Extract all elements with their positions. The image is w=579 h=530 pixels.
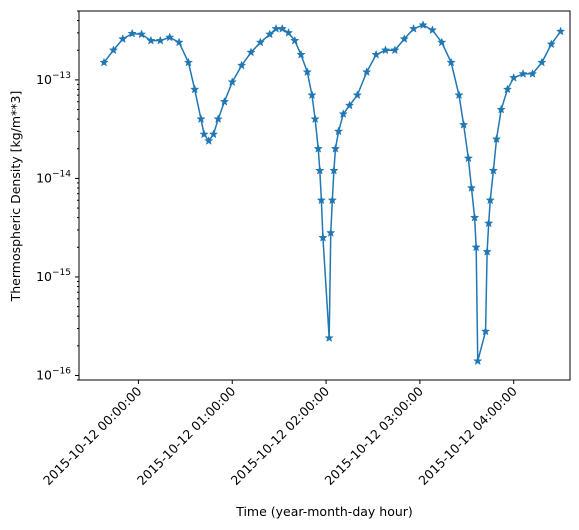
data-point-marker	[324, 333, 334, 342]
plot-frame	[78, 10, 571, 381]
data-point-marker	[236, 60, 247, 70]
data-point-marker	[484, 218, 494, 228]
data-point-marker	[265, 29, 275, 39]
data-point-marker	[408, 23, 419, 33]
data-point-marker	[99, 57, 109, 67]
data-point-marker	[371, 49, 381, 59]
data-point-marker	[246, 47, 256, 57]
data-point-marker	[190, 84, 200, 94]
x-tick-label: 2015-10-12 01:00:00	[134, 383, 239, 488]
data-point-marker	[418, 20, 428, 30]
x-axis-label: Time (year-month-day hour)	[235, 504, 413, 519]
data-point-marker	[352, 90, 363, 100]
data-point-marker	[327, 195, 337, 205]
data-point-marker	[344, 100, 355, 110]
data-point-marker	[509, 72, 519, 82]
data-point-marker	[316, 195, 327, 205]
data-point-marker	[480, 326, 491, 336]
data-point-marker	[446, 57, 456, 67]
series-line	[103, 24, 562, 362]
data-point-marker	[482, 246, 492, 256]
data-point-marker	[329, 165, 339, 175]
data-point-marker	[307, 90, 317, 100]
data-point-marker	[204, 136, 214, 145]
y-tick-label: 10−13	[36, 71, 71, 87]
data-point-marker	[330, 143, 341, 153]
data-point-marker	[174, 37, 184, 47]
y-tick-label: 10−15	[36, 268, 71, 284]
x-tick-label: 2015-10-12 00:00:00	[40, 383, 145, 488]
data-point-marker	[302, 67, 312, 77]
data-point-marker	[213, 114, 223, 124]
data-point-marker	[469, 212, 480, 222]
y-tick-label: 10−16	[36, 366, 71, 382]
x-tick-label: 2015-10-12 03:00:00	[322, 383, 427, 488]
data-point-marker	[199, 129, 209, 139]
data-point-marker	[196, 114, 206, 124]
data-point-marker	[277, 23, 287, 33]
data-point-marker	[255, 37, 266, 47]
data-point-marker	[310, 114, 320, 124]
data-point-marker	[537, 57, 547, 67]
data-point-marker	[296, 49, 306, 59]
data-point-marker	[283, 27, 294, 37]
data-point-marker	[227, 77, 237, 87]
data-point-marker	[136, 29, 147, 39]
data-point-marker	[183, 57, 194, 67]
data-point-marker	[165, 32, 175, 42]
data-point-marker	[390, 45, 400, 55]
data-point-marker	[290, 35, 300, 45]
data-point-marker	[380, 45, 391, 55]
data-point-marker	[463, 153, 474, 163]
data-point-marker	[362, 67, 372, 77]
y-axis-ticks: 10−16 10−15 10−14 10−13	[36, 10, 79, 382]
data-point-marker	[427, 25, 438, 35]
data-point-marker	[518, 68, 528, 78]
data-point-marker	[326, 227, 336, 237]
data-point-marker	[555, 26, 566, 36]
data-point-marker	[338, 109, 348, 119]
x-tick-label: 2015-10-12 04:00:00	[415, 383, 520, 488]
chart-marks	[99, 20, 566, 366]
data-point-marker	[527, 68, 538, 78]
data-point-marker	[146, 35, 156, 45]
y-axis-label: Thermospheric Density [kg/m**3]	[8, 91, 23, 303]
data-point-marker	[318, 232, 328, 242]
data-point-marker	[473, 356, 483, 366]
data-point-marker	[466, 183, 477, 192]
x-tick-label: 2015-10-12 02:00:00	[228, 383, 333, 488]
data-point-marker	[454, 90, 464, 100]
data-point-marker	[399, 34, 409, 43]
data-point-marker	[333, 126, 344, 136]
data-point-marker	[313, 143, 323, 153]
data-point-marker	[458, 119, 469, 129]
data-point-marker	[437, 37, 447, 47]
y-tick-label: 10−14	[36, 169, 71, 185]
data-point-marker	[208, 129, 219, 139]
data-point-marker	[118, 34, 128, 43]
data-point-marker	[315, 165, 325, 175]
data-point-marker	[491, 134, 502, 144]
data-point-marker	[127, 28, 137, 38]
data-point-marker	[488, 165, 499, 175]
data-point-marker	[219, 96, 230, 106]
data-point-marker	[502, 84, 513, 94]
data-point-marker	[108, 45, 119, 55]
data-point-marker	[496, 104, 506, 114]
data-point-marker	[485, 195, 495, 205]
data-point-marker	[546, 39, 556, 49]
data-point-marker	[471, 242, 481, 252]
data-point-marker	[155, 35, 165, 45]
